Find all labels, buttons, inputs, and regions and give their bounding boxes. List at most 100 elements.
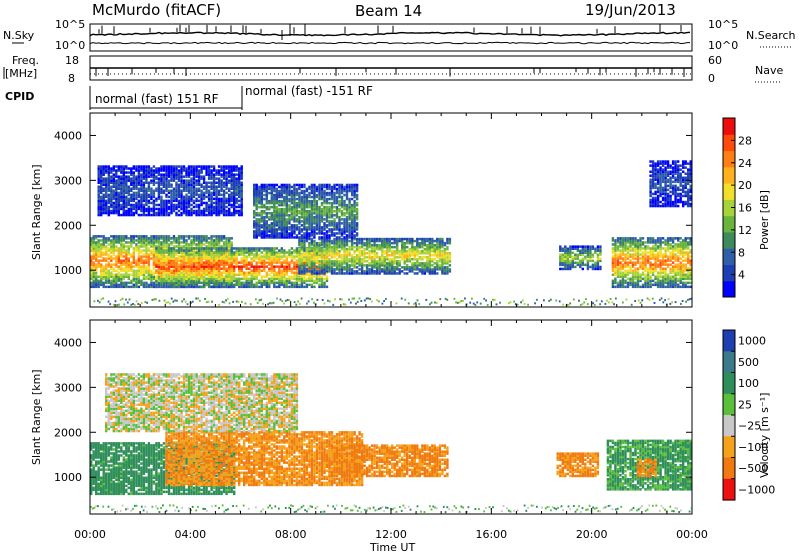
power-cell	[270, 212, 273, 215]
power-cell	[167, 257, 171, 260]
power-cell	[135, 201, 138, 205]
power-cell	[210, 279, 213, 283]
power-cell	[268, 281, 271, 285]
power-cell	[320, 260, 324, 263]
power-cell	[288, 269, 291, 272]
power-cell	[358, 272, 361, 275]
power-cell	[250, 279, 253, 283]
power-cell	[375, 272, 379, 275]
power-cell	[212, 173, 216, 176]
power-cell	[117, 285, 120, 289]
power-cell	[225, 277, 228, 281]
power-cell	[160, 165, 163, 168]
power-cell	[167, 265, 171, 268]
power-cell	[172, 255, 176, 258]
power-cell	[288, 279, 291, 283]
power-cell	[403, 254, 406, 257]
power-cell	[162, 273, 166, 276]
power-cell	[112, 257, 115, 260]
power-cell	[330, 256, 334, 259]
power-cell	[323, 266, 326, 269]
power-cell	[350, 270, 354, 273]
power-cell	[177, 273, 181, 276]
power-cell	[122, 235, 125, 238]
power-cell	[343, 239, 346, 243]
power-cell	[167, 245, 171, 248]
power-cell	[132, 277, 135, 281]
power-cell	[95, 267, 98, 270]
power-cell	[280, 207, 283, 211]
power-cell	[240, 273, 243, 276]
power-cell	[190, 243, 193, 246]
power-cell	[273, 251, 276, 254]
power-cell	[408, 260, 411, 263]
power-cell	[197, 275, 201, 278]
power-cell	[228, 165, 231, 168]
power-cell	[348, 266, 351, 269]
power-cell	[217, 273, 221, 276]
power-cell	[393, 252, 396, 255]
power-cell	[190, 261, 193, 264]
power-cell	[330, 260, 334, 263]
power-cell	[195, 259, 198, 262]
nave-label: Nave	[755, 64, 783, 77]
power-cell	[295, 251, 299, 254]
power-cell	[107, 175, 110, 178]
power-cell	[243, 265, 246, 268]
power-cell	[245, 263, 248, 266]
power-cell	[355, 272, 359, 275]
power-cell	[280, 263, 283, 266]
power-cell	[185, 255, 188, 258]
power-cell	[310, 262, 314, 265]
power-cell	[268, 251, 271, 254]
power-cell	[130, 273, 133, 276]
power-cell	[353, 260, 356, 263]
power-cell	[396, 268, 399, 271]
power-cell	[155, 265, 158, 268]
power-cell	[238, 267, 241, 270]
power-cell	[222, 247, 226, 250]
power-cell	[263, 255, 266, 258]
power-cell	[426, 262, 429, 265]
power-cell	[162, 253, 166, 256]
power-cell	[338, 268, 341, 271]
power-cell	[107, 261, 110, 264]
power-cell	[180, 279, 183, 283]
power-cell	[433, 272, 436, 275]
power-cell	[195, 261, 198, 264]
power-cell	[303, 232, 306, 235]
power-cell	[398, 239, 401, 243]
power-cell	[303, 243, 306, 247]
power-cell	[278, 249, 281, 252]
power-cell	[345, 262, 349, 265]
power-cell	[421, 272, 424, 275]
power-cell	[90, 269, 93, 272]
power-cell	[215, 243, 218, 246]
power-cell	[363, 249, 366, 253]
power-cell	[438, 239, 442, 243]
power-cell	[278, 285, 281, 289]
power-cell	[132, 279, 135, 283]
power-cell	[265, 275, 268, 278]
power-cell	[401, 241, 404, 245]
power-cell	[170, 285, 173, 289]
power-cell	[436, 241, 439, 245]
power-cell	[157, 235, 161, 238]
power-cell	[233, 267, 236, 270]
power-cell	[155, 203, 158, 207]
power-cell	[107, 213, 110, 217]
power-cell	[105, 179, 108, 182]
power-cell	[248, 255, 251, 258]
power-cell	[403, 256, 406, 259]
power-cell	[180, 247, 183, 250]
power-cell	[197, 199, 201, 203]
power-cell	[386, 256, 389, 259]
power-cell	[122, 263, 125, 266]
power-cell	[145, 253, 148, 256]
power-cell	[112, 249, 115, 252]
power-cell	[180, 165, 183, 168]
power-cell	[393, 268, 396, 271]
power-cell	[260, 247, 263, 250]
power-cell	[167, 239, 171, 242]
power-cell	[325, 253, 329, 256]
